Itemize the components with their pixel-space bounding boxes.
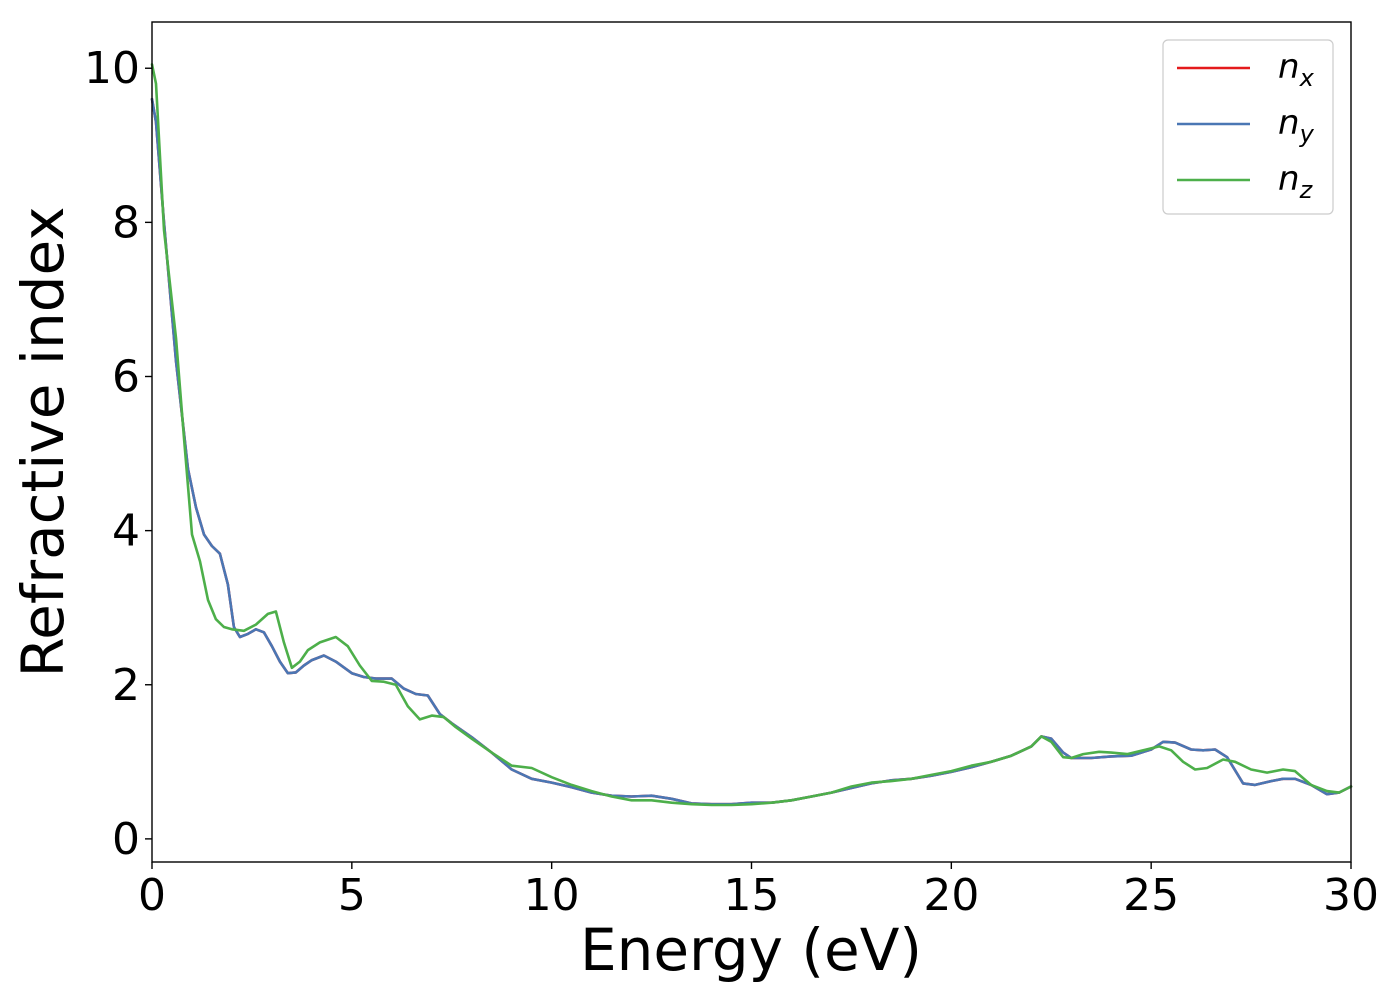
series-layer: [150, 63, 1353, 807]
x-tick-label: 0: [138, 870, 166, 921]
legend: nx ny nz: [1162, 39, 1334, 215]
y-axis: 0 2 4 6 8 10: [84, 43, 152, 865]
y-tick-label: 0: [112, 814, 140, 865]
legend-label-n-x: nx: [1278, 47, 1315, 92]
y-tick-label: 10: [84, 43, 140, 94]
y-tick-label: 4: [112, 506, 140, 557]
x-tick-label: 15: [724, 870, 780, 921]
y-tick-label: 8: [112, 197, 140, 248]
y-tick-label: 2: [112, 660, 140, 711]
x-tick-label: 10: [524, 870, 580, 921]
series-line-n-z: [150, 63, 1353, 807]
series-line-n-y: [150, 97, 1353, 806]
x-tick-label: 20: [923, 870, 979, 921]
legend-label-n-y: ny: [1278, 103, 1315, 148]
x-axis: 0 5 10 15 20 25 30: [138, 862, 1379, 921]
x-tick-label: 5: [338, 870, 366, 921]
legend-box: [1162, 39, 1334, 215]
x-tick-label: 25: [1123, 870, 1179, 921]
legend-label-n-z: nz: [1278, 159, 1314, 204]
y-axis-title: Refractive index: [9, 206, 77, 677]
y-tick-label: 6: [112, 351, 140, 402]
x-axis-title: Energy (eV): [580, 916, 922, 984]
x-tick-label: 30: [1323, 870, 1379, 921]
